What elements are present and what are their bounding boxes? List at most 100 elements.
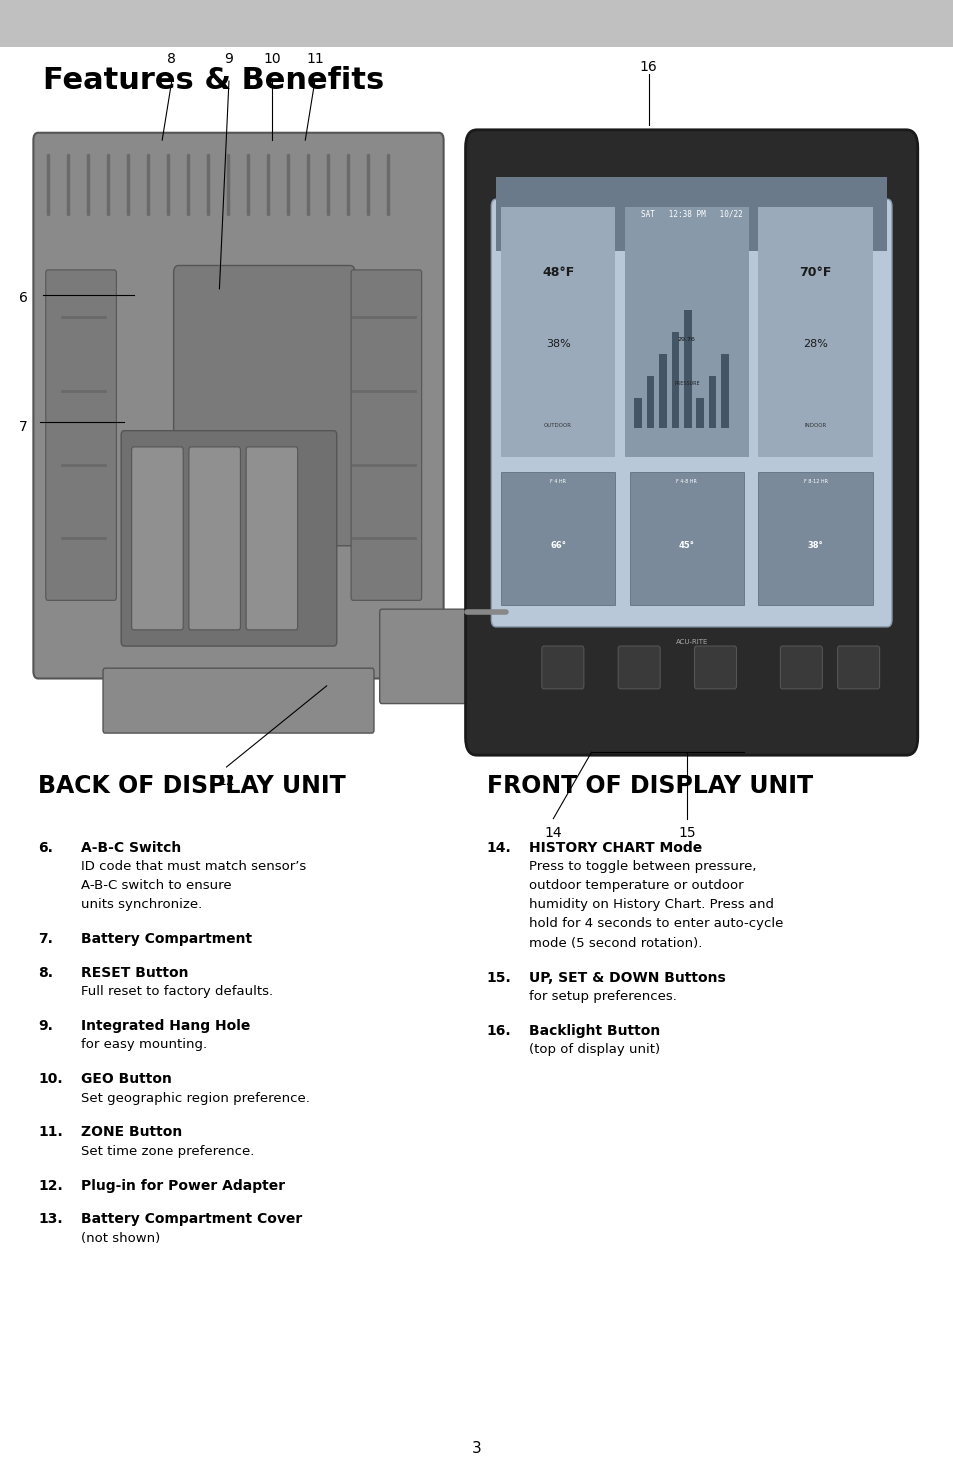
Text: F 4-8 HR: F 4-8 HR <box>676 479 697 484</box>
Text: (not shown): (not shown) <box>81 1232 160 1245</box>
FancyBboxPatch shape <box>491 199 891 627</box>
FancyBboxPatch shape <box>500 472 615 605</box>
Text: UP, SET & DOWN Buttons: UP, SET & DOWN Buttons <box>529 971 725 984</box>
Text: Features & Benefits: Features & Benefits <box>43 66 384 96</box>
Bar <box>646 376 654 428</box>
Bar <box>696 398 703 428</box>
Text: Battery Compartment: Battery Compartment <box>81 932 252 945</box>
Text: mode (5 second rotation).: mode (5 second rotation). <box>529 937 702 950</box>
Text: 15.: 15. <box>486 971 511 984</box>
Text: 38%: 38% <box>545 339 570 350</box>
FancyBboxPatch shape <box>618 646 659 689</box>
Bar <box>671 332 679 428</box>
Text: BACK OF DISPLAY UNIT: BACK OF DISPLAY UNIT <box>38 774 346 798</box>
Text: F 4 HR: F 4 HR <box>550 479 565 484</box>
Text: GEO Button: GEO Button <box>81 1072 172 1086</box>
Text: 29.76: 29.76 <box>678 336 695 342</box>
FancyBboxPatch shape <box>46 270 116 600</box>
FancyBboxPatch shape <box>246 447 297 630</box>
FancyBboxPatch shape <box>496 177 886 251</box>
FancyBboxPatch shape <box>351 270 421 600</box>
Text: 9: 9 <box>224 53 233 66</box>
Text: 3: 3 <box>472 1441 481 1456</box>
Text: Set geographic region preference.: Set geographic region preference. <box>81 1092 310 1105</box>
Bar <box>720 354 728 428</box>
Text: F 8-12 HR: F 8-12 HR <box>802 479 827 484</box>
FancyBboxPatch shape <box>33 133 443 678</box>
FancyBboxPatch shape <box>694 646 736 689</box>
Text: 6.: 6. <box>38 841 53 854</box>
Text: HISTORY CHART Mode: HISTORY CHART Mode <box>529 841 702 854</box>
Text: 10: 10 <box>263 53 280 66</box>
Text: 38°: 38° <box>807 541 822 550</box>
Text: outdoor temperature or outdoor: outdoor temperature or outdoor <box>529 879 743 892</box>
Bar <box>683 310 691 428</box>
Bar <box>659 354 666 428</box>
FancyBboxPatch shape <box>624 207 748 457</box>
FancyBboxPatch shape <box>379 609 469 704</box>
Text: ZONE Button: ZONE Button <box>81 1125 182 1139</box>
FancyBboxPatch shape <box>189 447 240 630</box>
Text: 7: 7 <box>19 419 28 434</box>
Text: 14.: 14. <box>486 841 511 854</box>
FancyBboxPatch shape <box>132 447 183 630</box>
Text: 10.: 10. <box>38 1072 63 1086</box>
Text: humidity on History Chart. Press and: humidity on History Chart. Press and <box>529 898 774 912</box>
Bar <box>634 398 641 428</box>
Text: Press to toggle between pressure,: Press to toggle between pressure, <box>529 860 756 873</box>
Text: INDOOR: INDOOR <box>803 423 826 428</box>
Text: 12: 12 <box>217 774 235 788</box>
Text: 7.: 7. <box>38 932 53 945</box>
Bar <box>708 376 716 428</box>
Text: 15: 15 <box>678 826 695 839</box>
Text: 13.: 13. <box>38 1212 63 1226</box>
Text: 8: 8 <box>167 53 176 66</box>
Text: units synchronize.: units synchronize. <box>81 898 202 912</box>
Text: (top of display unit): (top of display unit) <box>529 1043 659 1056</box>
FancyBboxPatch shape <box>121 431 336 646</box>
Text: RESET Button: RESET Button <box>81 966 189 979</box>
Text: SAT   12:38 PM   10/22: SAT 12:38 PM 10/22 <box>640 209 741 218</box>
Text: Integrated Hang Hole: Integrated Hang Hole <box>81 1019 251 1032</box>
Text: for setup preferences.: for setup preferences. <box>529 990 677 1003</box>
Text: 14: 14 <box>544 826 561 839</box>
Text: FRONT OF DISPLAY UNIT: FRONT OF DISPLAY UNIT <box>486 774 812 798</box>
Text: Full reset to factory defaults.: Full reset to factory defaults. <box>81 985 273 999</box>
Text: 70°F: 70°F <box>799 266 831 279</box>
FancyBboxPatch shape <box>173 266 355 546</box>
Text: 66°: 66° <box>550 541 565 550</box>
FancyBboxPatch shape <box>758 472 872 605</box>
Text: 28%: 28% <box>802 339 827 350</box>
Text: Battery Compartment Cover: Battery Compartment Cover <box>81 1212 302 1226</box>
Text: 16.: 16. <box>486 1024 511 1037</box>
Text: Backlight Button: Backlight Button <box>529 1024 660 1037</box>
Text: 48°F: 48°F <box>541 266 574 279</box>
Text: Plug-in for Power Adapter: Plug-in for Power Adapter <box>81 1179 285 1192</box>
FancyBboxPatch shape <box>500 207 615 457</box>
FancyBboxPatch shape <box>0 0 953 47</box>
Text: for easy mounting.: for easy mounting. <box>81 1038 207 1052</box>
Text: ACU-RITE: ACU-RITE <box>675 639 707 645</box>
Text: 9.: 9. <box>38 1019 53 1032</box>
Text: ID code that must match sensor’s: ID code that must match sensor’s <box>81 860 306 873</box>
FancyBboxPatch shape <box>837 646 879 689</box>
Text: hold for 4 seconds to enter auto-cycle: hold for 4 seconds to enter auto-cycle <box>529 917 783 931</box>
FancyBboxPatch shape <box>780 646 821 689</box>
FancyBboxPatch shape <box>758 207 872 457</box>
Text: 11.: 11. <box>38 1125 63 1139</box>
Text: A-B-C Switch: A-B-C Switch <box>81 841 181 854</box>
Text: 6: 6 <box>19 291 28 305</box>
FancyBboxPatch shape <box>541 646 583 689</box>
Text: 16: 16 <box>639 60 657 74</box>
Text: OUTDOOR: OUTDOOR <box>543 423 572 428</box>
Text: 11: 11 <box>306 53 323 66</box>
Text: 8.: 8. <box>38 966 53 979</box>
FancyBboxPatch shape <box>629 472 743 605</box>
Text: 45°: 45° <box>679 541 694 550</box>
Text: PRESSURE: PRESSURE <box>674 381 699 386</box>
Text: Set time zone preference.: Set time zone preference. <box>81 1145 254 1158</box>
FancyBboxPatch shape <box>465 130 917 755</box>
Text: A-B-C switch to ensure: A-B-C switch to ensure <box>81 879 232 892</box>
FancyBboxPatch shape <box>103 668 374 733</box>
Text: 12.: 12. <box>38 1179 63 1192</box>
